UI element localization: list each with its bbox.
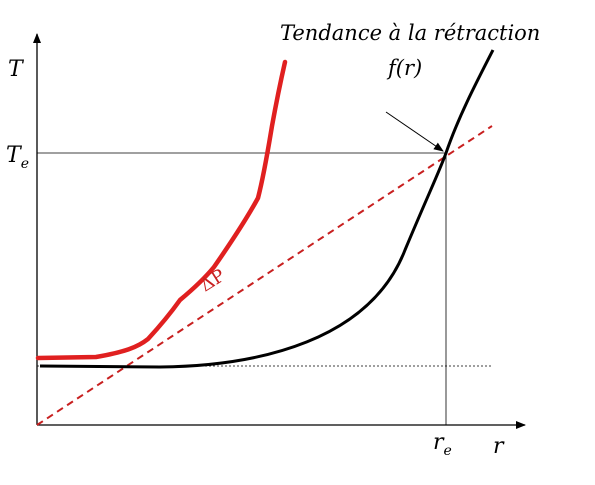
y-axis-label: T	[8, 57, 25, 82]
red-curve	[35, 59, 288, 361]
te-tick-label: Te	[6, 143, 29, 172]
tendency-title: Tendance à la rétraction	[280, 21, 540, 45]
tendency-function-label: f(r)	[386, 56, 422, 80]
pointer-arrow	[385, 111, 444, 152]
retraction-curve	[39, 49, 495, 369]
delta-p-label: ΔP	[197, 265, 229, 296]
re-tick-label: re	[433, 430, 452, 459]
red-dashed-line	[36, 125, 493, 426]
x-axis-label: r	[493, 434, 505, 459]
